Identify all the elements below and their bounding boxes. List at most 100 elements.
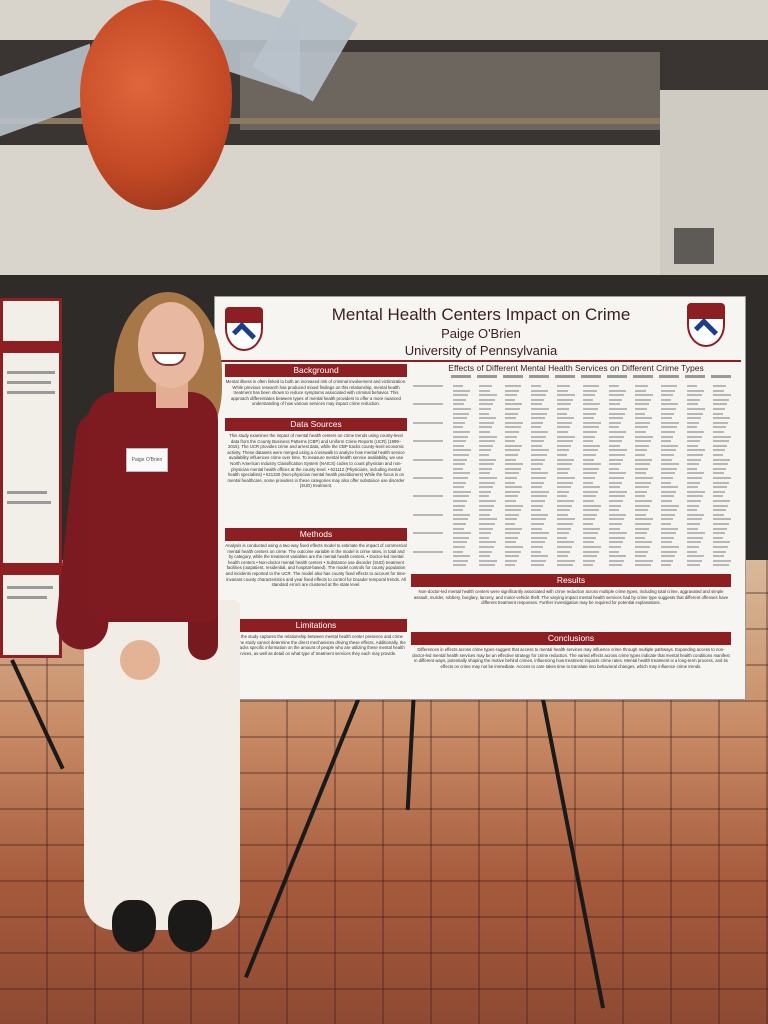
- table-cell: [687, 532, 705, 535]
- table-cell: [713, 477, 731, 479]
- table-cell: [531, 495, 547, 498]
- table-cell: [479, 472, 490, 475]
- table-cell: [687, 435, 702, 438]
- table-cell: [661, 555, 675, 558]
- table-cell: [557, 541, 574, 544]
- table-cell: [453, 513, 470, 516]
- table-cell: [453, 426, 463, 429]
- table-cell: [713, 513, 724, 516]
- table-cell: [479, 555, 490, 558]
- table-cell: [479, 394, 497, 397]
- table-cell: [557, 486, 571, 489]
- table-cell: [687, 389, 704, 392]
- table-cell: [453, 509, 463, 512]
- table-cell: [453, 467, 463, 470]
- table-cell: [557, 412, 567, 415]
- table-cell: [583, 408, 598, 410]
- table-cell: [505, 398, 515, 401]
- header-divider: [221, 360, 741, 362]
- limitations-text: While the study captures the relationshi…: [226, 634, 406, 656]
- table-cell: [505, 504, 523, 507]
- table-cell: [583, 518, 595, 521]
- table-cell: [635, 518, 653, 521]
- table-cell: [583, 431, 597, 433]
- table-cell: [713, 550, 726, 553]
- person-shoe: [112, 900, 156, 952]
- table-cell: [479, 431, 490, 433]
- table-cell: [609, 513, 626, 516]
- table-cell: [557, 435, 575, 438]
- table-cell: [687, 486, 698, 489]
- table-cell: [557, 467, 570, 470]
- table-cell: [531, 564, 544, 567]
- table-cell: [557, 523, 573, 525]
- table-row-label: [413, 495, 443, 498]
- table-cell: [635, 481, 651, 484]
- table-cell: [505, 523, 515, 525]
- table-cell: [479, 527, 493, 530]
- table-cell: [635, 408, 647, 410]
- table-cell: [635, 532, 647, 535]
- table-cell: [505, 463, 523, 466]
- table-cell: [583, 495, 596, 498]
- table-cell: [531, 421, 543, 424]
- table-cell: [609, 495, 625, 498]
- table-cell: [687, 472, 704, 475]
- table-cell: [687, 555, 704, 558]
- table-cell: [713, 454, 723, 456]
- table-cell: [687, 417, 701, 420]
- table-cell: [661, 550, 677, 553]
- table-cell: [505, 555, 519, 558]
- table-cell: [609, 527, 620, 530]
- table-cell: [531, 389, 548, 392]
- table-cell: [635, 431, 646, 433]
- table-cell: [557, 454, 567, 456]
- table-cell: [609, 454, 625, 456]
- table-cell: [453, 518, 468, 521]
- table-cell: [609, 389, 626, 392]
- table-cell: [531, 435, 546, 438]
- table-header-cell: [529, 375, 549, 378]
- table-cell: [635, 495, 645, 498]
- table-cell: [479, 495, 489, 498]
- table-cell: [609, 564, 622, 567]
- table-cell: [609, 394, 624, 397]
- table-cell: [713, 546, 728, 548]
- table-cell: [479, 435, 497, 438]
- table-cell: [635, 509, 648, 512]
- table-cell: [609, 481, 622, 484]
- table-cell: [583, 403, 600, 406]
- table-cell: [713, 495, 723, 498]
- table-cell: [661, 532, 676, 535]
- table-cell: [635, 477, 653, 479]
- table-cell: [505, 518, 517, 521]
- table-cell: [453, 417, 467, 420]
- table-cell: [713, 385, 726, 387]
- table-cell: [453, 472, 470, 475]
- section-conclusions: Conclusions: [411, 632, 731, 645]
- table-cell: [453, 458, 467, 461]
- table-cell: [609, 536, 625, 539]
- table-cell: [531, 546, 543, 548]
- table-cell: [687, 385, 697, 387]
- table-cell: [557, 536, 567, 539]
- table-cell: [557, 408, 569, 410]
- table-header-cell: [607, 375, 627, 378]
- table-row-label: [413, 403, 443, 406]
- poster-text-line: [7, 501, 51, 504]
- table-cell: [453, 490, 471, 493]
- table-cell: [453, 555, 470, 558]
- table-cell: [661, 481, 671, 484]
- table-cell: [687, 518, 702, 521]
- table-cell: [479, 440, 495, 443]
- table-cell: [713, 444, 727, 447]
- table-cell: [531, 481, 544, 484]
- table-cell: [661, 440, 671, 443]
- table-cell: [505, 550, 521, 553]
- table-cell: [661, 431, 675, 433]
- poster-text-line: [7, 371, 55, 374]
- table-cell: [635, 472, 646, 475]
- table-cell: [479, 513, 490, 516]
- table-cell: [505, 389, 519, 392]
